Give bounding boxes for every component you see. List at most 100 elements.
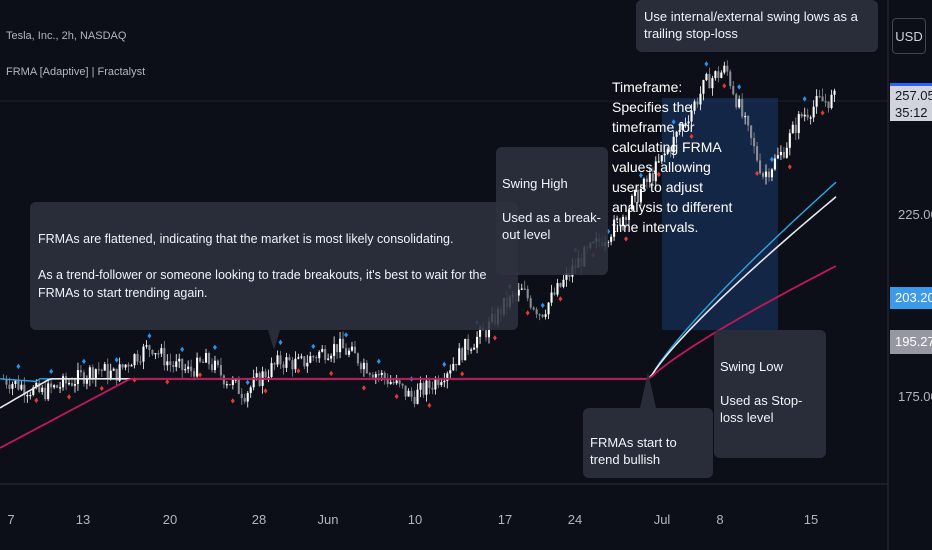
candle-body	[85, 378, 88, 384]
candle-body	[440, 382, 443, 386]
candle-body	[228, 384, 231, 386]
candle-body	[452, 363, 455, 371]
candle-body	[690, 110, 693, 122]
candle-body	[419, 383, 422, 390]
candle-body	[747, 116, 750, 126]
candle-body	[666, 149, 669, 154]
candle-body	[121, 364, 124, 368]
swing-low-marker: ♦	[558, 294, 563, 304]
candle-body	[184, 369, 187, 371]
candle-body	[50, 383, 53, 388]
candle-body	[59, 387, 62, 389]
candle-body	[461, 348, 464, 361]
candle-body	[473, 347, 476, 350]
candle-body	[791, 124, 794, 134]
candle-body	[422, 383, 425, 395]
candle-body	[127, 364, 130, 367]
swing-high-marker: ♦	[540, 300, 545, 310]
candle-body	[434, 378, 437, 390]
swing-high-marker: ♦	[376, 356, 381, 366]
candle-body	[44, 387, 47, 400]
candle-body	[386, 378, 389, 384]
candle-body	[5, 378, 8, 385]
candle-body	[723, 65, 726, 73]
swing-low-marker: ♦	[656, 169, 661, 179]
candle-body	[115, 368, 118, 381]
timeframe-annotation[interactable]: Timeframe: Specifies the timeframe for c…	[612, 79, 733, 235]
consolidation-annotation[interactable]: FRMAs are flattened, indicating that the…	[30, 202, 518, 330]
swing-low-marker: ♦	[34, 395, 39, 405]
candle-body	[109, 370, 112, 379]
candle-body	[726, 65, 729, 72]
candle-body	[327, 358, 330, 360]
candle-body	[797, 114, 800, 134]
swing-low-marker: ♦	[394, 391, 399, 401]
candle-body	[413, 396, 416, 404]
candle-body	[517, 289, 520, 296]
candle-body	[300, 356, 303, 358]
candle-body	[714, 71, 717, 79]
candle-body	[803, 114, 806, 117]
trend-start-annotation[interactable]: FRMAs start to trend bullish	[583, 408, 713, 478]
candle-body	[306, 362, 309, 367]
candle-body	[118, 364, 121, 381]
candle-body	[776, 155, 779, 159]
candle-body	[103, 364, 106, 371]
candle-body	[264, 371, 267, 378]
candle-body	[812, 106, 815, 118]
candle-body	[321, 348, 324, 352]
candle-body	[252, 377, 255, 388]
candle-body	[520, 288, 523, 290]
candle-body	[410, 390, 413, 397]
candle-body	[62, 376, 65, 388]
candle-body	[809, 117, 812, 119]
candle-body	[556, 283, 559, 295]
swing-low-marker: ♦	[329, 368, 334, 378]
candle-body	[794, 124, 797, 134]
candle-body	[169, 361, 172, 365]
candle-body	[333, 344, 336, 356]
candle-body	[8, 384, 11, 389]
candle-body	[446, 373, 449, 381]
swing-low-marker: ♦	[525, 307, 530, 317]
candle-body	[479, 327, 482, 337]
indicator-title[interactable]: FRMA [Adaptive] | Fractalyst	[6, 66, 146, 78]
candle-body	[741, 99, 744, 117]
swing-low-marker: ♦	[788, 161, 793, 171]
candle-body	[130, 365, 133, 367]
candle-body	[255, 373, 258, 378]
candle-body	[243, 398, 246, 402]
currency-button[interactable]: USD	[892, 18, 926, 54]
candle-body	[553, 292, 556, 295]
swing-low-marker: ♦	[362, 383, 367, 393]
candle-body	[342, 338, 345, 349]
swing-low-marker: ♦	[460, 369, 465, 379]
candle-body	[681, 123, 684, 130]
candle-body	[291, 360, 294, 370]
x-tick: 17	[497, 512, 513, 527]
candle-body	[621, 216, 625, 226]
candle-body	[669, 149, 672, 153]
trailing-stop-annotation[interactable]: Use internal/external swing lows as a tr…	[636, 0, 878, 52]
candle-body	[309, 356, 312, 363]
candle-body	[225, 384, 228, 386]
candle-body	[273, 363, 276, 365]
candle-body	[219, 364, 222, 376]
x-tick: Jul	[653, 512, 671, 527]
swing-low-annotation[interactable]: Swing Low Used as Stop-loss level	[714, 330, 826, 458]
swing-high-annotation[interactable]: Swing High Used as a break-out level	[496, 147, 608, 275]
swing-high-marker: ♦	[344, 329, 349, 339]
swing-high-marker: ♦	[639, 170, 644, 180]
x-tick: 13	[75, 512, 91, 527]
candle-body	[800, 114, 803, 117]
candle-body	[392, 381, 395, 384]
candle-body	[279, 355, 282, 365]
candle-body	[750, 125, 753, 139]
candle-body	[455, 363, 458, 366]
swing-high-marker: ♦	[245, 377, 250, 387]
candle-body	[529, 298, 532, 308]
last-price-tag: 257.05 35:12	[890, 83, 932, 121]
candle-body	[166, 361, 169, 366]
candle-body	[339, 338, 342, 353]
candle-body	[324, 348, 327, 360]
